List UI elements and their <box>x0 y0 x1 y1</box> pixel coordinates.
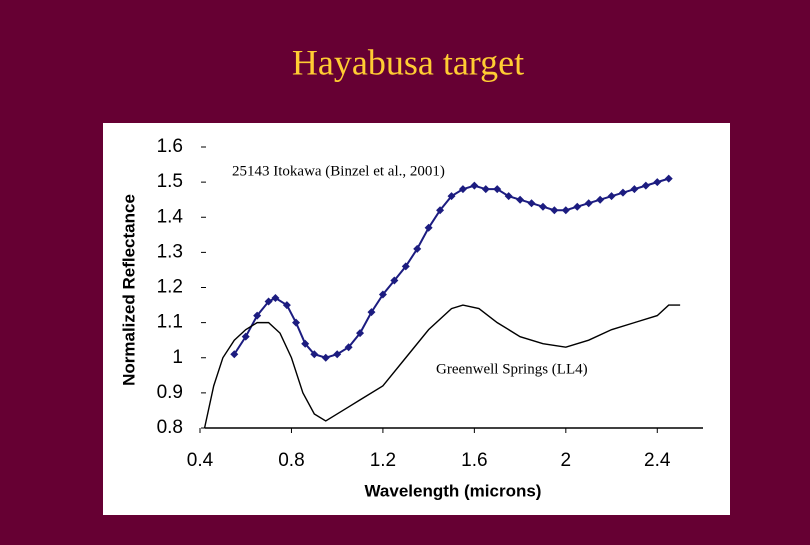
x-tick-label: 0.4 <box>187 450 214 471</box>
data-point <box>538 202 547 211</box>
x-axis-label: Wavelength (microns) <box>365 481 542 500</box>
y-tick-label: 1.2 <box>157 277 183 298</box>
y-tick-label: 0.8 <box>157 417 183 438</box>
data-point <box>413 244 422 253</box>
data-point <box>561 206 570 215</box>
data-point <box>504 192 513 201</box>
data-point <box>596 195 605 204</box>
data-point <box>367 308 376 317</box>
data-point <box>618 188 627 197</box>
data-point <box>641 181 650 190</box>
x-tick-label: 1.2 <box>370 450 396 471</box>
data-point <box>436 206 445 215</box>
series-line <box>233 177 669 359</box>
y-tick-label: 0.9 <box>157 382 183 403</box>
data-point <box>390 276 399 285</box>
data-point <box>424 223 433 232</box>
series-label: 25143 Itokawa (Binzel et al., 2001) <box>232 163 445 179</box>
data-point <box>301 339 310 348</box>
chart-title: Hayabusa target <box>292 42 524 82</box>
data-point <box>356 329 365 338</box>
plot-panel <box>103 123 730 515</box>
y-tick-label: 1.1 <box>157 312 183 333</box>
y-tick-label: 1.3 <box>157 241 183 262</box>
x-tick-label: 1.6 <box>461 450 487 471</box>
data-point <box>264 297 273 306</box>
data-point <box>401 262 410 271</box>
data-point <box>516 195 525 204</box>
data-point <box>447 192 456 201</box>
x-tick-label: 2.4 <box>644 450 671 471</box>
y-tick-label: 1.4 <box>157 206 184 227</box>
data-point <box>630 185 639 194</box>
data-point <box>493 185 502 194</box>
y-axis-label: Normalized Reflectance <box>119 194 138 386</box>
data-point <box>271 294 280 303</box>
x-tick-label: 2 <box>561 450 572 471</box>
data-point <box>527 199 536 208</box>
data-point <box>470 181 479 190</box>
data-point <box>653 178 662 187</box>
data-point <box>573 202 582 211</box>
data-point <box>282 301 291 310</box>
series-line <box>203 304 681 429</box>
data-point <box>481 185 490 194</box>
y-tick-label: 1 <box>172 347 183 368</box>
series-label: Greenwell Springs (LL4) <box>436 361 588 377</box>
data-point <box>292 318 301 327</box>
data-point <box>664 174 673 183</box>
data-point <box>607 192 616 201</box>
data-point <box>241 332 250 341</box>
y-tick-label: 1.6 <box>157 136 183 157</box>
data-point <box>230 350 239 359</box>
data-point <box>310 350 319 359</box>
data-point <box>333 350 342 359</box>
data-point <box>458 185 467 194</box>
data-point <box>550 206 559 215</box>
data-point <box>344 343 353 352</box>
data-point <box>253 311 262 320</box>
data-point <box>584 199 593 208</box>
y-tick-label: 1.5 <box>157 171 183 192</box>
data-point <box>378 290 387 299</box>
x-tick-label: 0.8 <box>278 450 304 471</box>
data-point <box>321 353 330 362</box>
